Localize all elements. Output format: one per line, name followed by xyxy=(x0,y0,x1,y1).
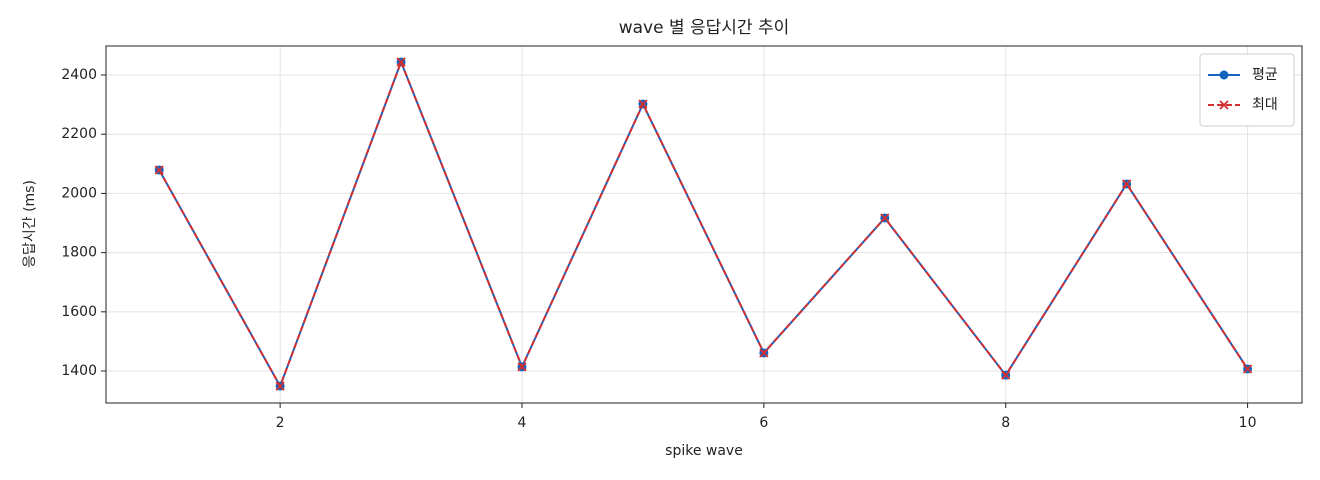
marker xyxy=(517,362,527,372)
series-line xyxy=(158,59,1249,389)
marker xyxy=(638,99,648,109)
x-tick-label: 2 xyxy=(276,415,285,431)
marker xyxy=(275,381,285,391)
marker xyxy=(154,165,164,175)
marker xyxy=(1122,179,1132,189)
y-axis-label: 응답시간 (ms) xyxy=(22,180,38,268)
legend-label: 평균 xyxy=(1252,67,1278,83)
marker xyxy=(1219,70,1229,80)
chart-title: wave 별 응답시간 추이 xyxy=(619,18,790,38)
marker xyxy=(1219,100,1229,110)
plot-frame xyxy=(105,45,1303,404)
marker xyxy=(1001,370,1011,380)
marker xyxy=(1242,364,1253,374)
x-axis-label: spike wave xyxy=(665,443,743,459)
marker xyxy=(396,57,406,67)
legend-box xyxy=(1199,53,1295,127)
marker xyxy=(880,213,890,223)
marker xyxy=(759,348,769,358)
y-tick-label: 2000 xyxy=(61,185,97,201)
y-tick-label: 1600 xyxy=(61,304,97,320)
y-tick-label: 2400 xyxy=(61,67,97,83)
x-tick-label: 8 xyxy=(1001,415,1010,431)
y-tick-label: 1400 xyxy=(61,363,97,379)
y-tick-label: 1800 xyxy=(61,245,97,261)
series-line xyxy=(158,59,1249,389)
x-tick-label: 6 xyxy=(759,415,768,431)
legend-label: 최대 xyxy=(1252,97,1278,113)
y-tick-label: 2200 xyxy=(61,126,97,142)
x-tick-label: 4 xyxy=(518,415,527,431)
x-tick-label: 10 xyxy=(1239,415,1257,431)
